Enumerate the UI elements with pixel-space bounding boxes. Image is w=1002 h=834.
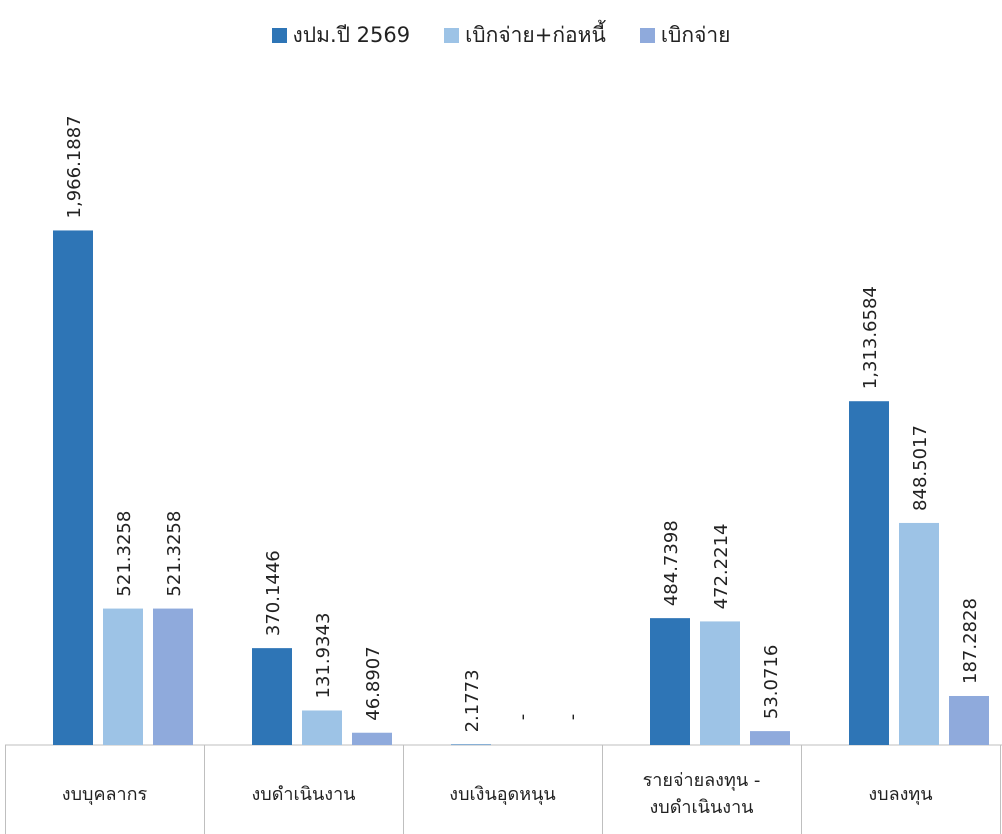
data-label-investment-disbursed-committed: 848.5017 (910, 425, 931, 511)
data-label-subsidy-disbursed: - (562, 714, 583, 721)
data-label-personnel-disbursed: 521.3258 (164, 511, 185, 597)
data-label-operating-disbursed-committed: 131.9343 (313, 613, 334, 699)
data-label-subsidy-disbursed-committed: - (512, 714, 533, 721)
legend-label-disbursed: เบิกจ่าย (660, 22, 731, 47)
bar-capex-operating-disbursed (750, 731, 790, 745)
category-label-line: งบบุคลากร (61, 783, 148, 805)
bar-capex-operating-budget (650, 618, 690, 745)
bar-operating-budget (252, 648, 292, 745)
data-label-capex-operating-disbursed: 53.0716 (761, 645, 782, 719)
category-label-line: งบลงทุน (868, 783, 933, 805)
category-label-investment: งบลงทุน (801, 754, 1000, 834)
category-label-line: งบเงินอุดหนุน (449, 783, 556, 805)
data-label-capex-operating-budget: 484.7398 (661, 520, 682, 606)
data-label-investment-disbursed: 187.2828 (960, 598, 981, 684)
category-label-line: งบดำเนินงาน (251, 783, 356, 805)
bar-investment-disbursed-committed (899, 522, 939, 745)
bar-personnel-budget (53, 230, 93, 745)
bar-investment-disbursed (949, 695, 989, 745)
data-label-investment-budget: 1,313.6584 (860, 286, 881, 389)
legend: งปม.ปี 2569 เบิกจ่าย+ก่อหนี้ เบิกจ่าย (0, 20, 1002, 50)
legend-label-budget: งปม.ปี 2569 (292, 22, 411, 47)
bar-personnel-disbursed-committed (103, 608, 143, 745)
category-label-line: งบดำเนินงาน (649, 797, 754, 818)
category-label-operating: งบดำเนินงาน (204, 754, 403, 834)
bar-subsidy-budget (451, 744, 491, 746)
bar-capex-operating-disbursed-committed (700, 621, 740, 745)
legend-item-disbursed-committed: เบิกจ่าย+ก่อหนี้ (444, 19, 606, 52)
bar-investment-budget (849, 401, 889, 745)
data-label-operating-budget: 370.1446 (263, 550, 284, 636)
data-label-personnel-budget: 1,966.1887 (64, 115, 85, 218)
category-label-personnel: งบบุคลากร (5, 754, 204, 834)
category-label-subsidy: งบเงินอุดหนุน (403, 754, 602, 834)
category-label-capex-operating: รายจ่ายลงทุน - งบดำเนินงาน (602, 754, 801, 834)
bar-operating-disbursed (352, 732, 392, 745)
legend-item-budget: งปม.ปี 2569 (271, 19, 411, 52)
data-label-capex-operating-disbursed-committed: 472.2214 (711, 524, 732, 610)
legend-swatch-disbursed-committed (444, 27, 460, 43)
data-label-operating-disbursed: 46.8907 (363, 646, 384, 720)
data-label-personnel-disbursed-committed: 521.3258 (114, 511, 135, 597)
legend-item-disbursed: เบิกจ่าย (639, 19, 731, 52)
legend-swatch-budget (271, 27, 287, 43)
bar-operating-disbursed-committed (302, 710, 342, 745)
legend-label-disbursed-committed: เบิกจ่าย+ก่อหนี้ (465, 22, 606, 47)
data-label-subsidy-budget: 2.1773 (462, 669, 483, 732)
category-label-line: รายจ่ายลงทุน - (642, 770, 761, 791)
legend-swatch-disbursed (639, 27, 655, 43)
bar-personnel-disbursed (153, 608, 193, 745)
